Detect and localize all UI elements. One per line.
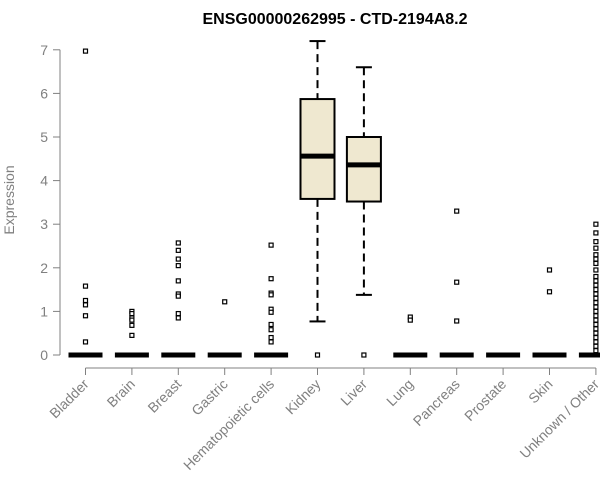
x-tick-label: Breast [144, 376, 184, 416]
x-tick-label: Skin [525, 376, 556, 407]
outlier-point [454, 279, 460, 285]
outlier-point [593, 273, 599, 280]
outlier-point [546, 267, 553, 273]
outlier-point [593, 267, 599, 273]
outlier-point [175, 293, 181, 299]
outlier-point [314, 352, 321, 358]
x-tick-label: Liver [337, 376, 370, 409]
y-tick-label: 1 [40, 303, 48, 319]
outlier-point [268, 321, 274, 328]
outlier-point [268, 292, 274, 298]
x-tick-label: Kidney [282, 376, 324, 418]
outlier-point [593, 252, 599, 258]
outlier-point [593, 334, 599, 341]
outlier-point [129, 317, 135, 323]
outlier-point [175, 263, 181, 269]
outlier-point [361, 352, 367, 358]
outlier-point [268, 327, 274, 333]
outlier-point [268, 334, 274, 341]
outlier-point [593, 256, 599, 262]
outlier-point [593, 339, 599, 345]
y-axis-label: Expression [1, 165, 17, 234]
x-tick-label: Prostate [461, 376, 509, 424]
outlier-point [593, 308, 599, 314]
boxes [68, 40, 600, 358]
outlier-point [593, 343, 599, 349]
outlier-point [222, 299, 228, 305]
box [299, 98, 336, 200]
outlier-point [593, 304, 599, 310]
outlier-point [175, 310, 181, 317]
outlier-point [82, 283, 89, 289]
outlier-point [268, 339, 274, 345]
outlier-point [593, 230, 599, 236]
outlier-point [593, 291, 599, 297]
x-tick-label: Hematopoietic cells [180, 376, 277, 473]
outlier-point [593, 239, 599, 245]
outlier-point [175, 278, 181, 284]
outlier-point [593, 278, 599, 284]
outlier-point [593, 295, 599, 301]
x-tick-label: Lung [383, 376, 416, 409]
y-tick-label: 4 [40, 173, 48, 189]
outlier-point [454, 208, 460, 214]
y-tick-label: 0 [40, 347, 48, 363]
outlier-point [593, 282, 599, 288]
y-tick-label: 7 [40, 42, 48, 58]
outlier-point [175, 240, 181, 246]
outlier-point [593, 300, 599, 306]
outlier-point [593, 348, 599, 354]
box [345, 136, 382, 203]
x-tick-label: Bladder [46, 376, 92, 422]
outlier-point [407, 317, 413, 323]
outlier-point [129, 332, 135, 338]
outlier-point [82, 313, 89, 319]
outlier-point [593, 260, 599, 267]
outlier-point [454, 318, 460, 324]
outlier-point [593, 326, 599, 332]
x-tick-label: Brain [104, 376, 138, 410]
outlier-point [268, 276, 274, 282]
outlier-point [175, 315, 181, 321]
outlier-point [268, 309, 274, 315]
chart-title: ENSG00000262995 - CTD-2194A8.2 [202, 11, 467, 28]
x-tick-label: Gastric [188, 376, 231, 419]
outlier-point [546, 289, 553, 295]
outlier-point [82, 48, 89, 54]
outlier-points [82, 48, 599, 358]
y-tick-label: 6 [40, 85, 48, 101]
x-tick-label: Unknown / Other [516, 376, 600, 462]
y-tick-label: 2 [40, 260, 48, 276]
outlier-point [268, 242, 274, 248]
outlier-point [82, 297, 89, 304]
outlier-point [82, 339, 89, 345]
y-tick-label: 3 [40, 216, 48, 232]
outlier-point [593, 287, 599, 293]
outlier-point [593, 321, 599, 328]
outlier-point [129, 310, 135, 317]
outlier-point [593, 317, 599, 323]
outlier-point [593, 221, 599, 227]
outlier-point [175, 256, 181, 262]
outlier-point [175, 247, 181, 253]
outlier-point [129, 322, 135, 328]
outlier-point [593, 330, 599, 336]
outlier-point [82, 302, 89, 308]
outlier-point [593, 245, 599, 251]
x-tick-label: Pancreas [410, 376, 463, 429]
y-tick-label: 5 [40, 129, 48, 145]
axes: 0 1 2 3 4 5 6 7 [40, 42, 597, 375]
outlier-point [593, 313, 599, 319]
